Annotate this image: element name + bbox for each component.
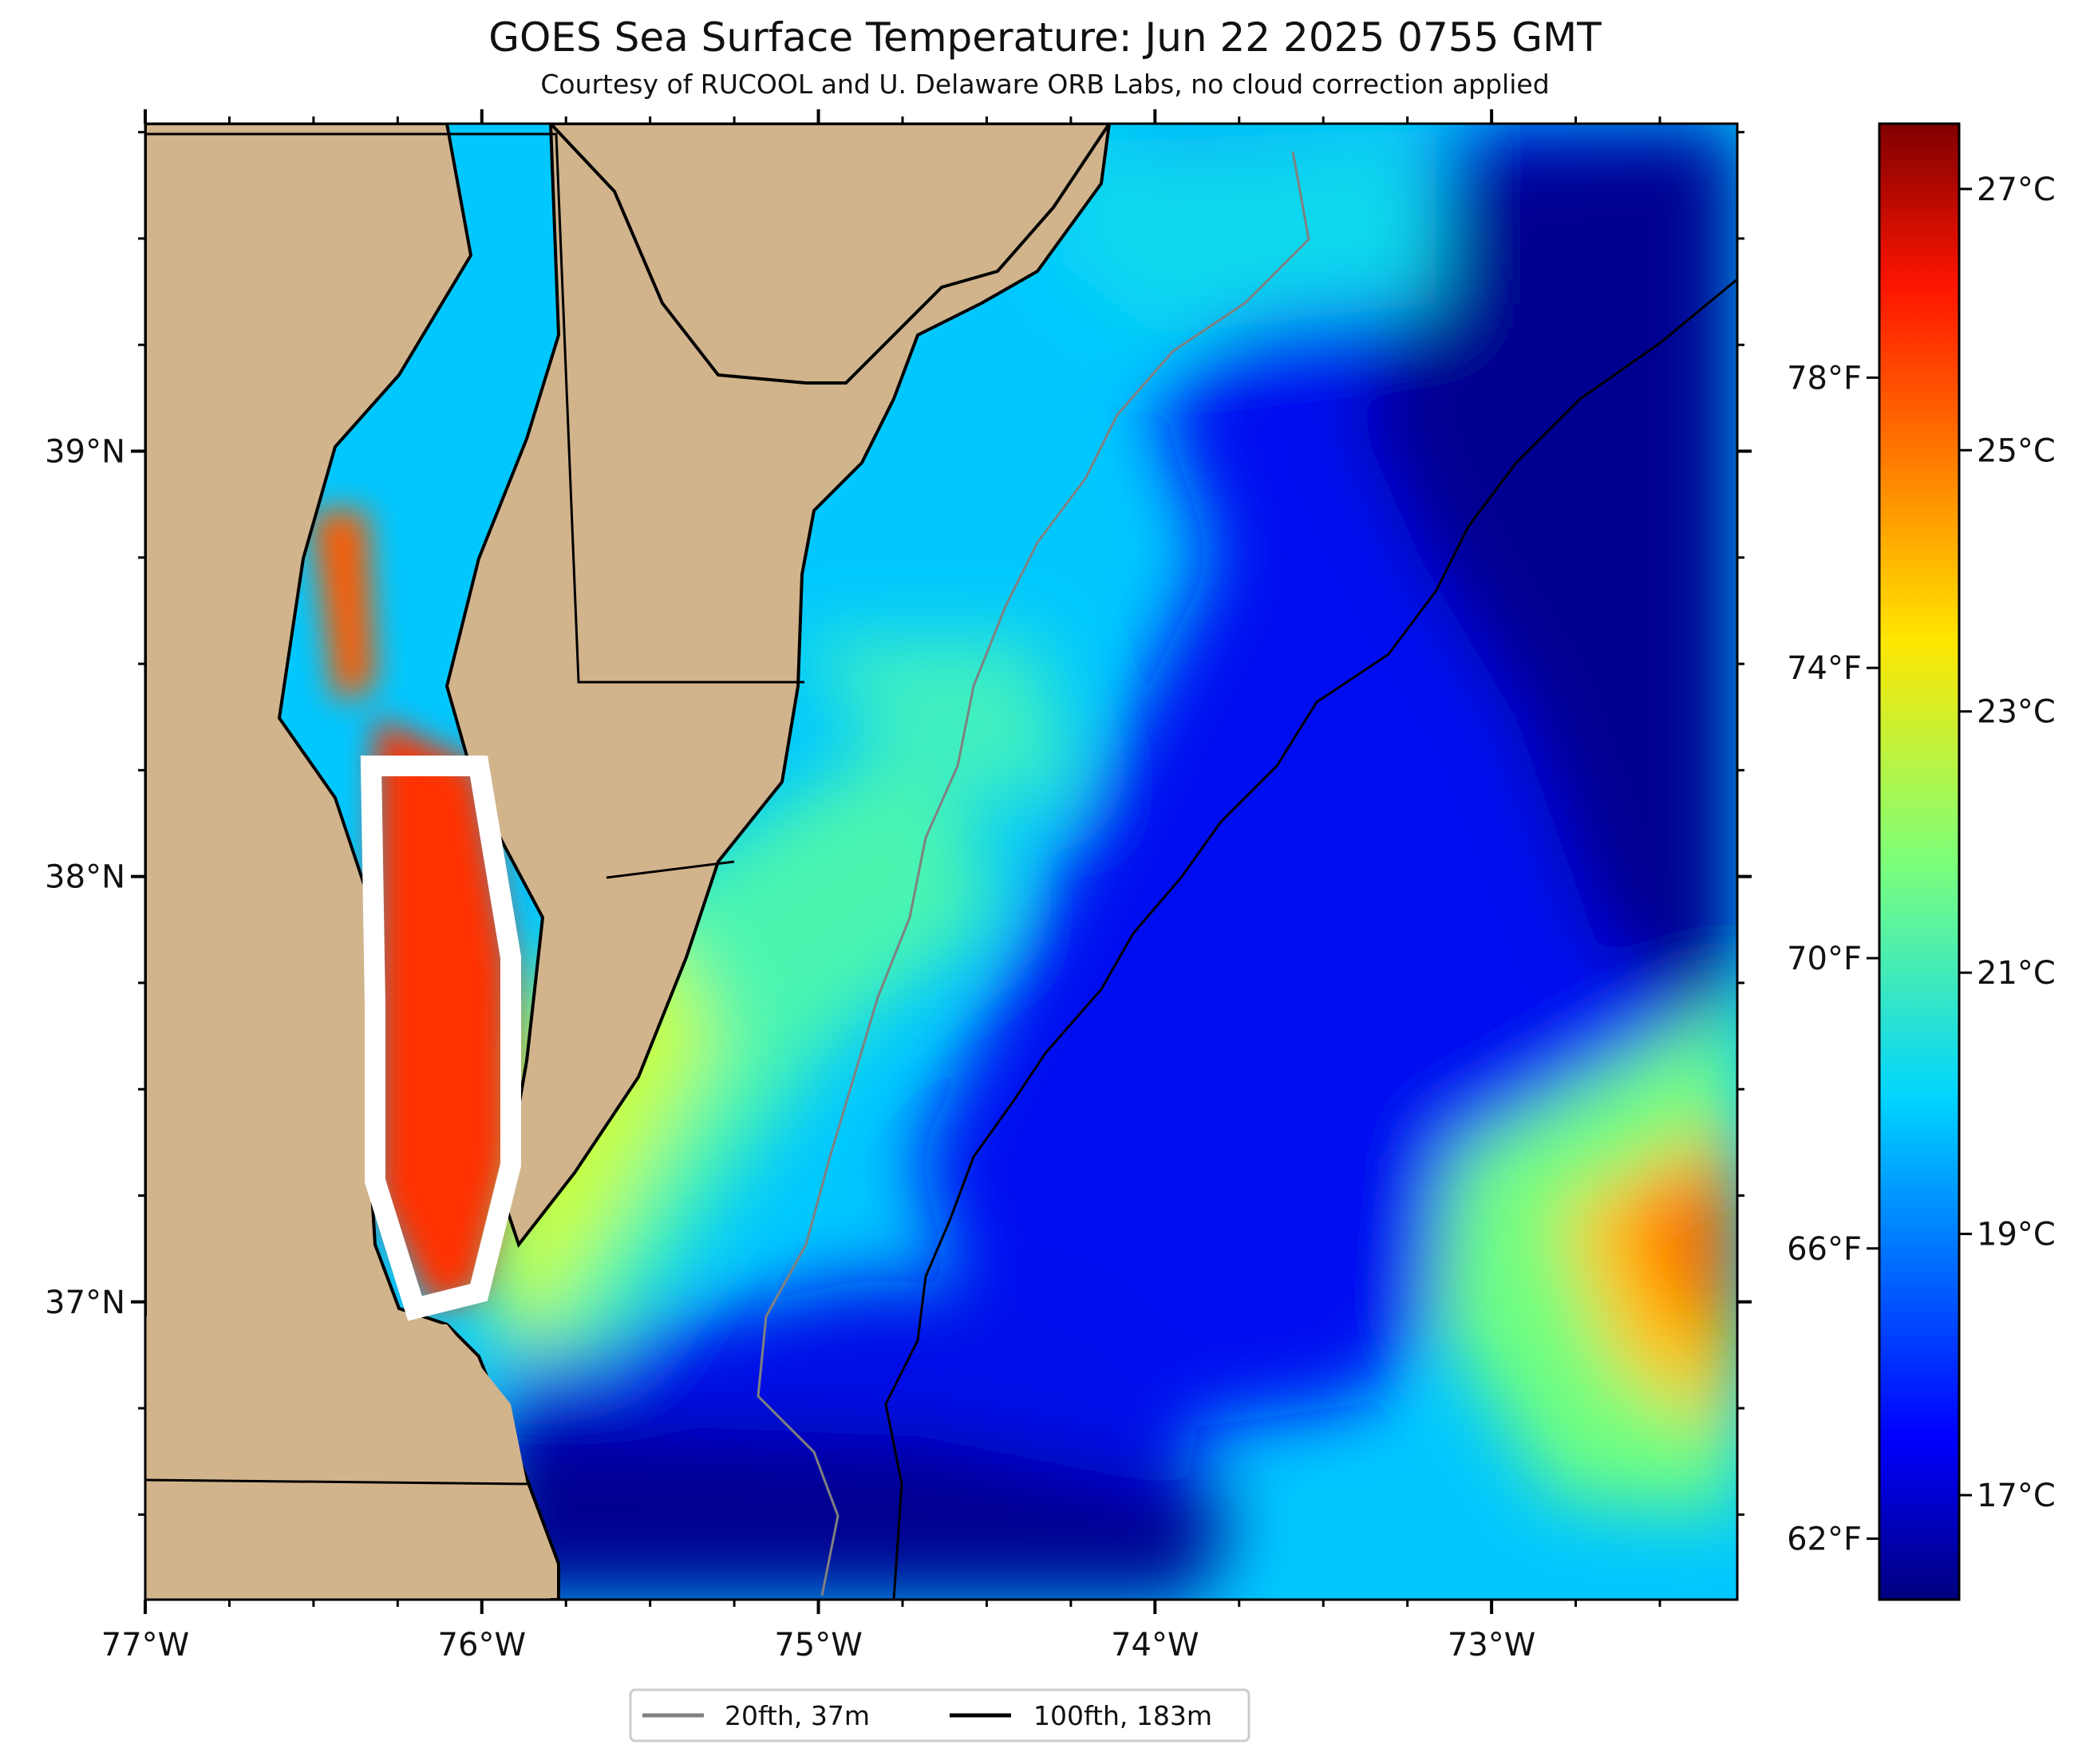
fahrenheit-tick-label: 62°F [1787, 1521, 1862, 1558]
celsius-tick-label: 19°C [1977, 1217, 2056, 1253]
isobaths [757, 151, 1737, 1600]
fahrenheit-tick-label: 70°F [1787, 941, 1862, 977]
lon-tick-label: 76°W [438, 1627, 526, 1663]
isobath-20fth [757, 151, 1310, 1596]
legend-label-100fth: 100fth, 183m [1033, 1700, 1212, 1731]
isobath-100fth [884, 278, 1737, 1600]
fahrenheit-tick-label: 74°F [1787, 650, 1862, 687]
celsius-tick-label: 27°C [1977, 172, 2056, 208]
map-frame [144, 122, 1739, 1601]
colorbar-fahrenheit-ticks: 78°F 74°F 70°F 66°F 62°F [1787, 360, 1879, 1558]
land [145, 124, 1112, 1600]
legend-label-20fth: 20fth, 37m [725, 1700, 870, 1731]
lon-tick-label: 74°W [1111, 1627, 1199, 1663]
lat-tick-label: 37°N [45, 1285, 125, 1321]
colorbar [1878, 122, 1961, 1601]
lat-tick-label: 38°N [45, 859, 125, 896]
isobath-legend: 20fth, 37m 100fth, 183m [629, 1688, 1250, 1742]
fahrenheit-tick-label: 78°F [1787, 360, 1862, 397]
celsius-tick-label: 17°C [1977, 1478, 2056, 1514]
lon-tick-label: 77°W [101, 1627, 189, 1663]
celsius-tick-label: 21°C [1977, 955, 2056, 992]
colorbar-celsius-ticks: 27°C 25°C 23°C 21°C 19°C 17°C [1959, 172, 2056, 1514]
fahrenheit-tick-label: 66°F [1787, 1231, 1862, 1268]
map-title: GOES Sea Surface Temperature: Jun 22 202… [488, 14, 1602, 61]
lat-tick-label: 39°N [45, 434, 125, 471]
map-subtitle: Courtesy of RUCOOL and U. Delaware ORB L… [540, 69, 1550, 100]
lon-tick-label: 73°W [1448, 1627, 1535, 1663]
latitude-axis: 39°N 38°N 37°N [45, 131, 1752, 1516]
longitude-axis: 77°W 76°W 75°W 74°W 73°W [101, 109, 1661, 1663]
celsius-tick-label: 23°C [1977, 694, 2056, 731]
lon-tick-label: 75°W [774, 1627, 862, 1663]
celsius-tick-label: 25°C [1977, 432, 2056, 469]
